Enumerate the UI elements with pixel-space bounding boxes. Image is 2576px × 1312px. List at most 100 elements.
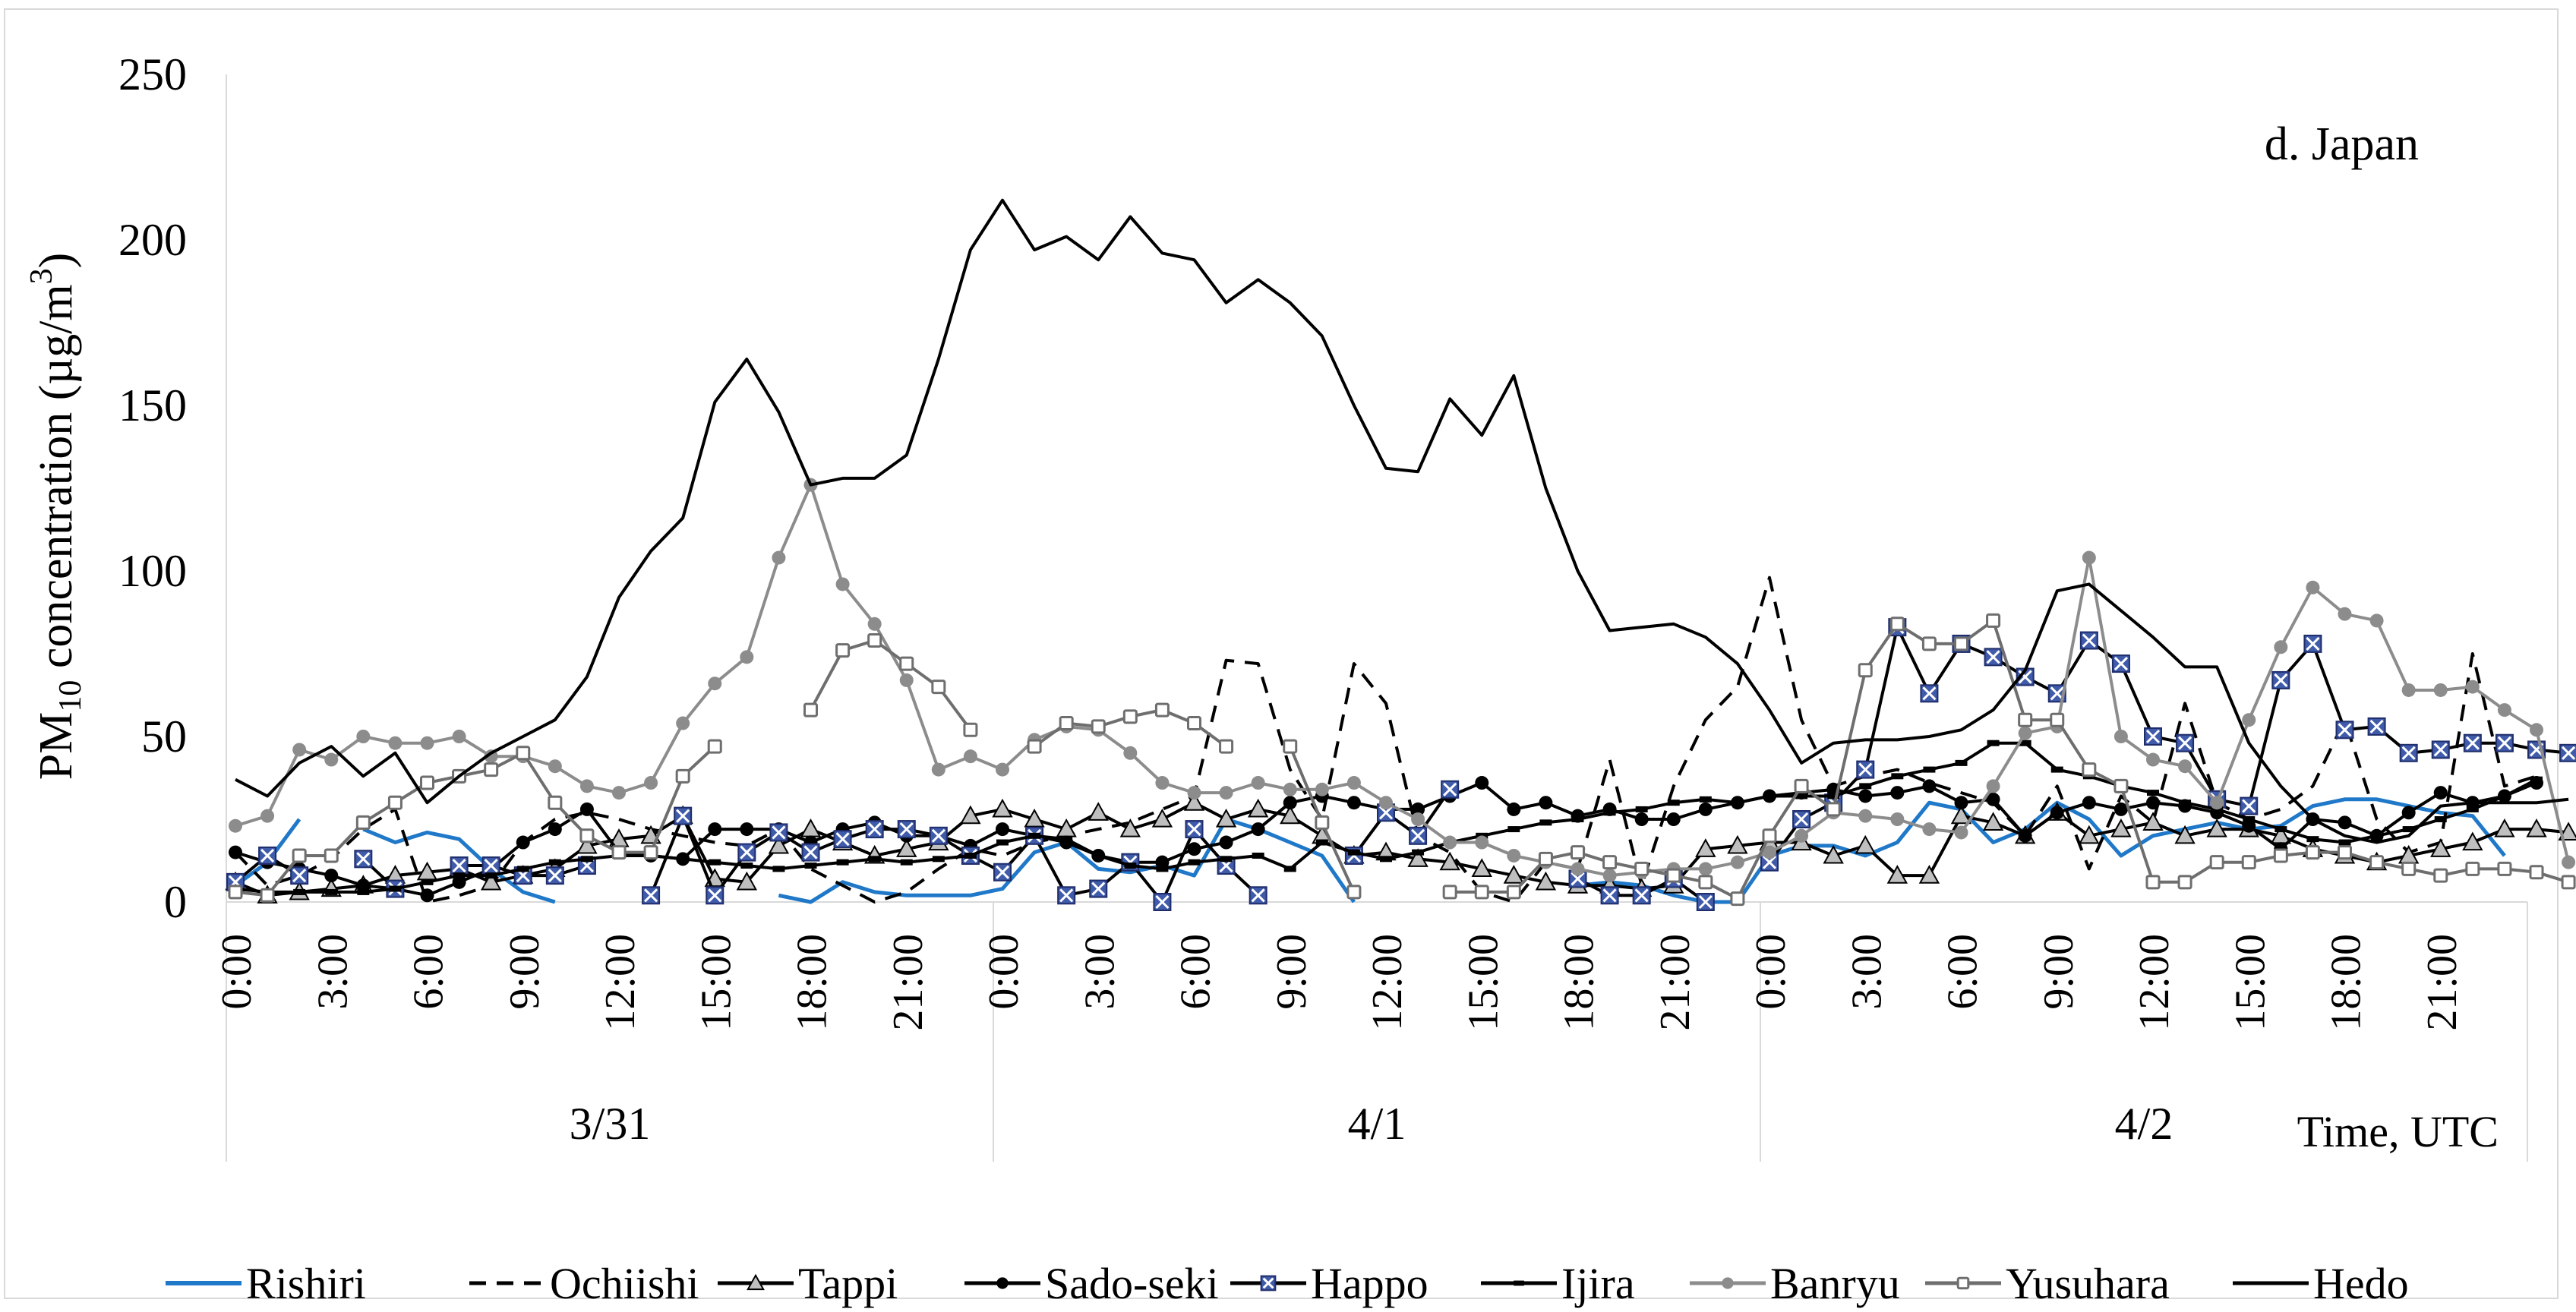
x-tick-label: 21:00 [885,934,932,1031]
data-point [1507,802,1521,816]
data-point [2210,796,2224,810]
data-point [1539,819,1552,826]
data-point [677,856,690,863]
data-point [1283,866,1296,872]
x-tick-label: 18:00 [2323,934,2370,1031]
data-point [2176,733,2195,752]
legend-label: Tappi [798,1259,898,1308]
data-point-cross [260,848,275,863]
data-point [260,888,275,903]
data-point [1215,808,1237,828]
data-point [1730,855,1744,869]
data-point [484,762,499,777]
data-point [1247,798,1269,818]
legend-label: Yusuhara [2006,1259,2170,1308]
data-point [1762,828,1777,844]
data-point [675,768,690,784]
data-point [516,835,530,850]
data-point [420,775,434,790]
data-point [1666,812,1681,826]
data-point [644,776,658,790]
legend-label: Sado-seki [1045,1259,1219,1308]
data-point [2462,831,2483,851]
data-point [355,815,371,830]
x-tick-label: 6:00 [406,934,453,1010]
data-point [2434,816,2447,822]
data-point [868,856,881,863]
data-point-cross [2465,736,2480,750]
data-point [708,676,722,691]
data-point [2274,640,2288,654]
legend-label: Ijira [1561,1259,1635,1308]
data-point [2401,806,2416,820]
data-point [2433,868,2448,883]
data-point [1954,796,1968,810]
data-point [2241,855,2256,870]
data-point [1474,885,1489,900]
legend-marker-cross [1262,1277,1274,1289]
data-point [1792,810,1811,828]
data-point [1666,868,1681,883]
data-point [1060,836,1073,843]
data-point [2146,752,2160,767]
data-point [2399,743,2418,762]
legend-item: Rishiri [166,1259,366,1308]
data-point [1379,796,1393,810]
x-tick-label: 3:00 [309,934,356,1010]
data-point [1407,848,1428,867]
data-point [258,846,277,865]
data-point [2465,861,2480,876]
data-point [963,749,977,764]
y-tick-label: 50 [141,711,187,762]
data-point [1507,826,1520,833]
data-point-cross [1922,686,1937,701]
data-point-cross [867,822,882,837]
data-point [1602,855,1618,870]
y-axis-title-suffix: ) [30,253,82,269]
data-point [389,885,402,892]
data-point [421,878,434,885]
series-layer [225,198,2576,911]
legend-marker [1514,1280,1524,1286]
data-point [2305,845,2320,860]
legend-marker [1956,1276,1970,1290]
data-point [2018,726,2032,740]
x-tick-label: 0:00 [213,934,260,1010]
data-point [896,838,917,857]
data-point [324,752,339,767]
data-point [1920,684,1939,703]
data-point [1283,782,1297,796]
data-point [1698,802,1713,816]
x-tick-label: 3:00 [1843,934,1890,1010]
data-point [516,746,531,761]
data-point [1027,739,1042,754]
data-point-cross [1155,894,1170,910]
data-point-cross [1251,888,1265,903]
data-point-cross [644,888,658,903]
data-point [1219,786,1233,800]
data-point [769,823,788,842]
legend-label: Ochiishi [550,1259,699,1308]
data-point [2431,740,2450,759]
data-point [1987,740,2000,746]
data-point [1123,746,1138,760]
data-point [2271,670,2290,689]
data-point [1858,789,1873,803]
legend-marker [747,1273,765,1291]
data-point [674,806,693,825]
data-point [996,822,1009,837]
y-axis-title-prefix: PM [30,712,82,781]
data-point [290,866,309,885]
data-point [2526,818,2547,837]
data-point-cross [2401,746,2416,760]
data-point [579,802,594,816]
data-point [2206,818,2227,837]
data-point [1156,866,1169,872]
data-point [740,650,754,664]
data-point [2018,712,2033,727]
data-point [2402,826,2415,833]
data-point-cross [2242,799,2256,813]
data-point-cross [1443,782,1457,796]
data-point-cross [740,845,754,859]
data-point [356,730,371,743]
